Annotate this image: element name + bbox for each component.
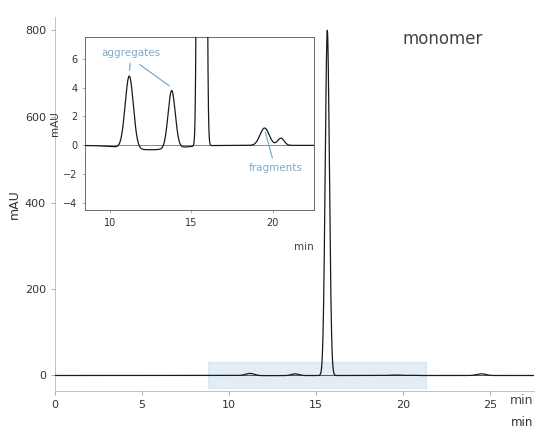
Text: min: min: [294, 242, 313, 252]
Y-axis label: mAU: mAU: [8, 189, 21, 219]
Text: min: min: [511, 417, 534, 430]
Text: aggregates: aggregates: [102, 48, 161, 70]
Bar: [208, 362, 426, 388]
Text: monomer: monomer: [403, 30, 483, 48]
Text: fragments: fragments: [248, 132, 302, 174]
Text: min: min: [510, 395, 534, 408]
Y-axis label: mAU: mAU: [51, 111, 60, 136]
